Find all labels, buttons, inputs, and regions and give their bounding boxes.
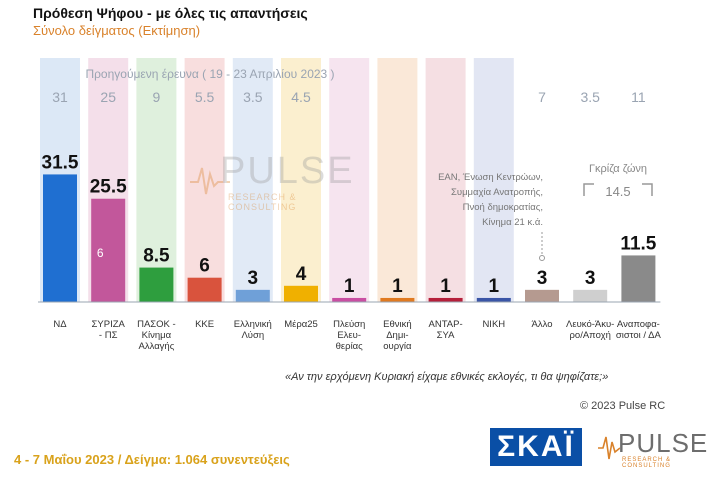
bar [621,255,656,302]
pulse-logo-tag: RESEARCH & CONSULTING [622,457,672,469]
column-background [522,58,562,302]
other-parties-note: ΕΑΝ, Ένωση Κεντρώων, Συμμαχία Ανατροπής,… [425,170,543,230]
watermark-word: PULSE [220,150,355,192]
category-label: Κίνημα [142,330,172,341]
grey-zone-value: 14.5 [605,184,631,199]
bar [139,267,174,302]
previous-value-label: 5.5 [195,89,215,105]
category-label: Δημι- [386,330,408,341]
chart-subtitle: Σύνολο δείγματος (Εκτίμηση) [33,23,201,38]
fieldwork-info: 4 - 7 Μαΐου 2023 / Δείγμα: 1.064 συνεντε… [14,452,290,467]
column-background [570,58,611,302]
column-background [377,58,418,302]
grey-zone-bracket [583,183,653,196]
copyright: © 2023 Pulse RC [580,400,666,412]
category-label: ΠΑΣΟΚ - [137,319,176,330]
previous-value-label: 3.5 [243,89,263,105]
previous-value-label: 4.5 [291,89,311,105]
bar [43,174,77,302]
bar [525,289,559,302]
category-label: ΚΚΕ [195,319,214,330]
bar-inner-annotation: 6 [97,246,104,260]
category-label: - ΠΣ [99,330,118,341]
category-label: ρο/Αποχή [570,330,611,341]
pulse-watermark: PULSE RESEARCH & CONSULTING [190,150,360,212]
column-background [473,58,514,302]
previous-survey-label: Προηγούμενη έρευνα ( 19 - 23 Απριλίου 20… [85,67,335,81]
category-label: Αναποφα- [617,319,660,330]
bar-value-label: 31.5 [42,152,79,173]
bar-value-label: 3 [537,268,548,289]
column-background [184,58,225,302]
bar-value-label: 4 [296,264,307,285]
bar-value-label: 1 [440,276,451,297]
skai-logo: ΣΚΑΪ [490,428,582,466]
grey-zone-label: Γκρίζα ζώνη [588,163,648,175]
bar-value-label: 1 [392,276,403,297]
category-label: ΝΔ [53,319,67,330]
category-label: ουργία [383,341,412,352]
category-label: Λευκό-Άκυ- [566,319,614,330]
other-note-line: ΕΑΝ, Ένωση Κεντρώων, [438,172,543,183]
column-background [281,58,321,302]
bar [91,198,126,302]
previous-value-label: 25 [100,89,116,105]
bar-value-label: 1 [489,276,500,297]
bar [573,289,608,302]
bar-value-label: 3 [248,268,259,289]
other-note-line: Πνοή δημοκρατίας, [462,202,543,213]
bar [284,285,318,302]
bar [380,297,415,302]
bar-value-label: 1 [344,276,355,297]
previous-value-label: 3.5 [580,89,600,105]
bar [476,297,511,302]
bar [187,277,222,302]
chart-title: Πρόθεση Ψήφου - με όλες τις απαντήσεις [33,5,308,21]
category-label: Λύση [241,330,264,341]
bar [428,297,463,302]
column-background [329,58,370,302]
pulse-logo: PULSE RESEARCH & CONSULTING [598,428,707,469]
bar-value-label: 6 [199,256,210,277]
category-label: σιστοι / ΔΑ [616,330,662,341]
previous-value-label: 31 [52,89,68,105]
category-label: Άλλο [532,319,553,330]
category-label: Ελληνική [234,319,272,330]
bar-value-label: 8.5 [143,246,170,267]
previous-value-label: 11 [631,89,646,105]
column-background [232,58,273,302]
category-label: Πλεύση [333,319,365,330]
column-background [136,58,177,302]
previous-value-label: 9 [153,89,161,105]
bar [235,289,270,302]
question-footnote: «Αν την ερχόμενη Κυριακή είχαμε εθνικές … [285,371,609,383]
bar-value-label: 25.5 [90,177,127,198]
category-label: ΣΥΡΙΖΑ [92,319,126,330]
category-label: θερίας [336,341,364,352]
bar [332,297,367,302]
category-label: Ελευ- [337,330,361,341]
category-label: ΝΙΚΗ [482,319,505,330]
previous-value-label: 7 [538,89,546,105]
bar-value-label: 11.5 [620,233,656,254]
category-label: Μέρα25 [284,319,318,330]
category-label: ΣΥΑ [437,330,456,341]
bar-value-label: 3 [585,268,596,289]
category-label: Αλλαγής [139,341,175,352]
category-label: ΑΝΤΑΡ- [429,319,463,330]
category-label: Εθνική [383,319,412,330]
watermark-tag: RESEARCH & CONSULTING [228,192,297,212]
column-background [425,58,466,302]
other-note-line: Συμμαχία Ανατροπής, [451,187,543,198]
pulse-logo-word: PULSE [618,428,709,458]
other-note-line: Κίνημα 21 κ.ά. [482,217,543,228]
other-note-connector [539,232,545,261]
